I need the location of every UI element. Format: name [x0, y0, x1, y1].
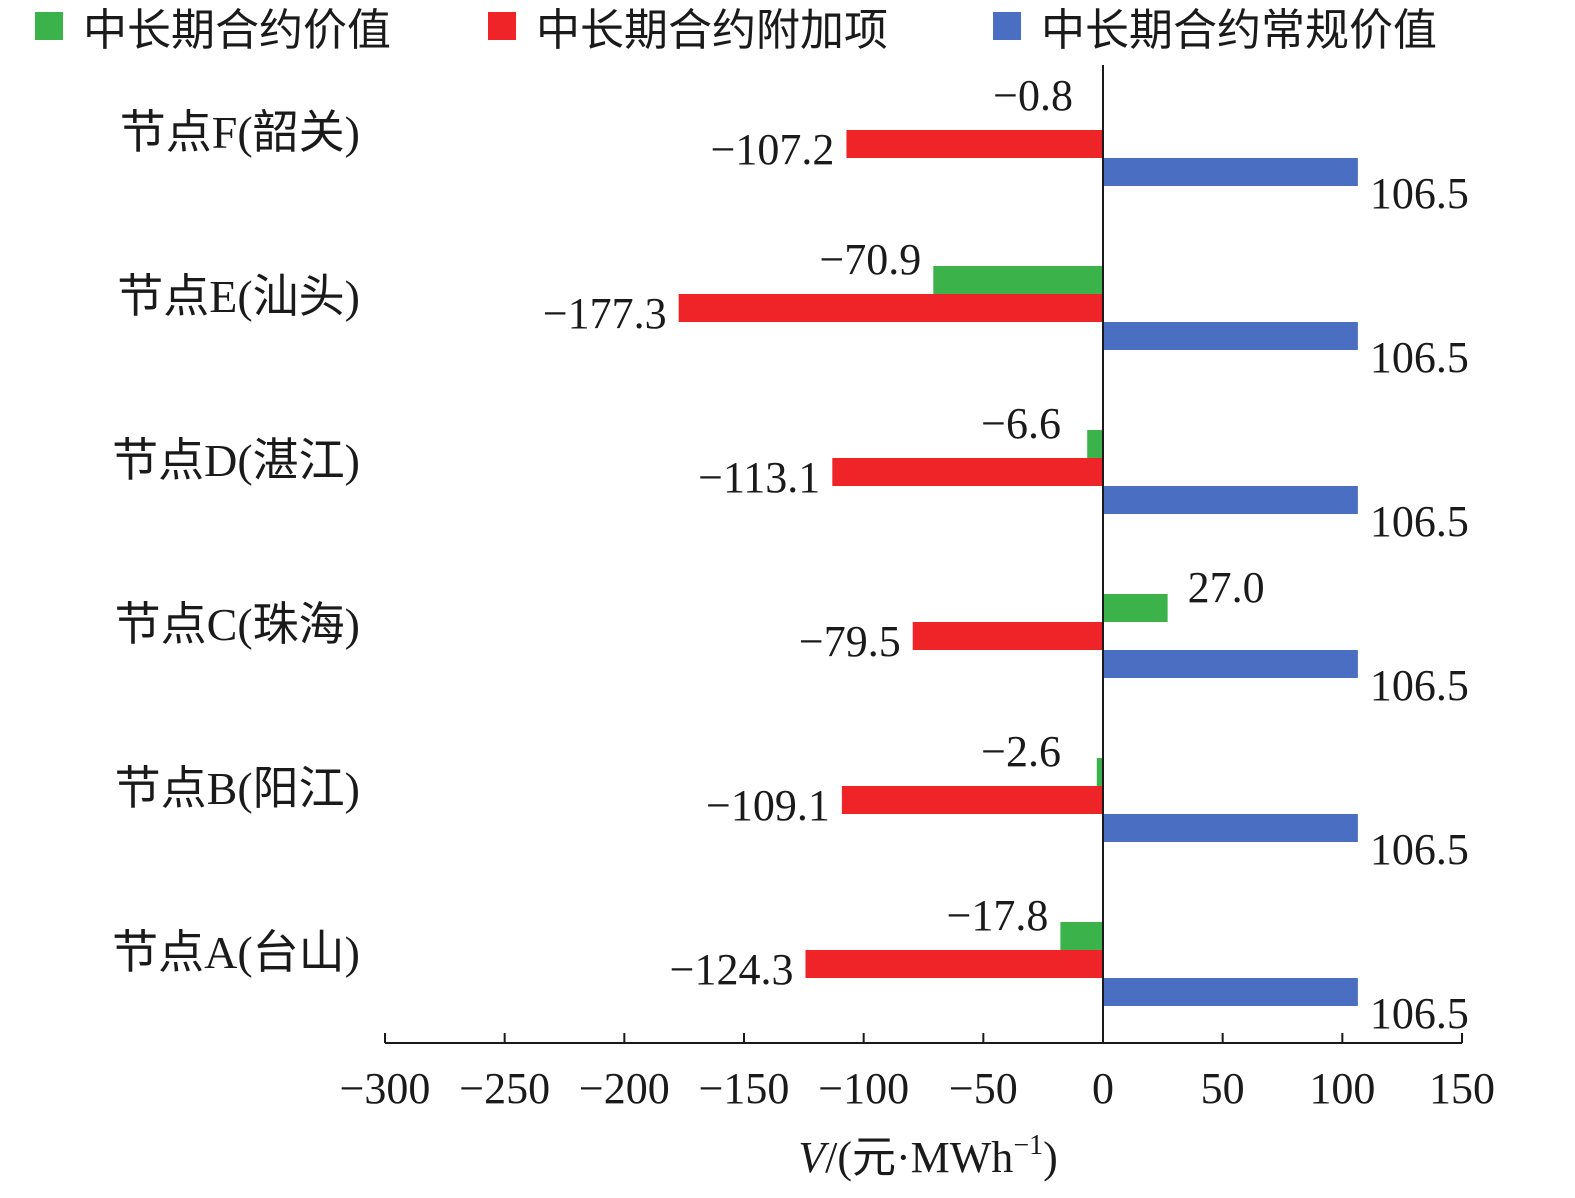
bar-2-5: [841, 786, 1103, 814]
x-axis-title-unit: /(元·MWh: [825, 1133, 1013, 1182]
category-label-6: 节点A(台山): [112, 927, 360, 978]
x-axis-title-italic: V: [798, 1133, 830, 1182]
value-label-3-3: 106.5: [1370, 497, 1469, 546]
value-label-3-6: 106.5: [1370, 989, 1469, 1038]
value-label-1-3: −6.6: [981, 399, 1061, 448]
x-tick-label-7: 0: [1092, 1064, 1114, 1113]
category-label-1: 节点F(韶关): [120, 107, 360, 158]
x-tick-label-10: 150: [1429, 1064, 1495, 1113]
value-label-2-1: −107.2: [711, 125, 835, 174]
bar-2-6: [805, 950, 1103, 978]
value-label-2-5: −109.1: [706, 781, 830, 830]
value-label-3-5: 106.5: [1370, 825, 1469, 874]
category-labels: 节点F(韶关) 节点E(汕头) 节点D(湛江) 节点C(珠海) 节点B(阳江) 节点A(台…: [112, 107, 360, 978]
bar-2-4: [912, 622, 1103, 650]
bar-3-5: [1103, 814, 1358, 842]
category-label-2: 节点E(汕头): [117, 271, 360, 322]
category-label-4: 节点C(珠海): [115, 599, 360, 650]
value-label-1-6: −17.8: [947, 891, 1049, 940]
value-label-1-2: −70.9: [819, 235, 921, 284]
value-label-1-5: −2.6: [981, 727, 1061, 776]
bar-1-3: [1087, 430, 1103, 458]
value-label-2-3: −113.1: [698, 453, 820, 502]
category-label-5: 节点B(阳江): [115, 763, 360, 814]
x-axis-title: V/(元·MWh−1): [798, 1130, 1058, 1182]
legend-label-3: 中长期合约常规价值: [1041, 6, 1437, 55]
bar-1-2: [933, 266, 1103, 294]
value-label-2-6: −124.3: [670, 945, 794, 994]
value-label-3-2: 106.5: [1370, 333, 1469, 382]
bar-1-5: [1096, 758, 1103, 786]
x-tick-label-2: −250: [459, 1064, 550, 1113]
x-tick-label-3: −200: [579, 1064, 670, 1113]
x-tick-label-4: −150: [699, 1064, 790, 1113]
bars: [678, 130, 1358, 1006]
bar-3-1: [1103, 158, 1358, 186]
bar-3-6: [1103, 978, 1358, 1006]
x-tick-label-6: −50: [949, 1064, 1018, 1113]
legend-label-1: 中长期合约价值: [83, 6, 391, 55]
x-tick-label-5: −100: [818, 1064, 909, 1113]
bar-3-2: [1103, 322, 1358, 350]
legend-swatch-2: [488, 12, 516, 40]
bar-1-6: [1060, 922, 1103, 950]
axes: −300 −250 −200 −150 −100 −50 0 50 100 150: [340, 65, 1495, 1113]
x-tick-label-9: 100: [1309, 1064, 1375, 1113]
legend-label-2: 中长期合约附加项: [536, 6, 888, 55]
bar-3-4: [1103, 650, 1358, 678]
x-tick-label-1: −300: [340, 1064, 431, 1113]
bar-1-4: [1103, 594, 1168, 622]
category-label-3: 节点D(湛江): [112, 435, 360, 486]
legend: 中长期合约价值 中长期合约附加项 中长期合约常规价值: [35, 6, 1437, 55]
value-label-3-4: 106.5: [1370, 661, 1469, 710]
bar-2-3: [832, 458, 1103, 486]
value-label-1-4: 27.0: [1188, 563, 1265, 612]
legend-swatch-1: [35, 12, 63, 40]
x-tick-label-8: 50: [1201, 1064, 1245, 1113]
value-label-2-2: −177.3: [543, 289, 667, 338]
x-axis-title-close: ): [1043, 1133, 1058, 1182]
legend-swatch-3: [993, 12, 1021, 40]
bar-3-3: [1103, 486, 1358, 514]
value-label-3-1: 106.5: [1370, 169, 1469, 218]
x-axis-title-sup: −1: [1013, 1130, 1043, 1161]
bar-2-2: [678, 294, 1103, 322]
value-label-2-4: −79.5: [799, 617, 901, 666]
value-labels: −107.2 106.5 −70.9 −177.3 106.5 −6.6 −113.1 106…: [543, 71, 1469, 1038]
value-label-1-1: −0.8: [993, 71, 1073, 120]
bar-2-1: [846, 130, 1103, 158]
